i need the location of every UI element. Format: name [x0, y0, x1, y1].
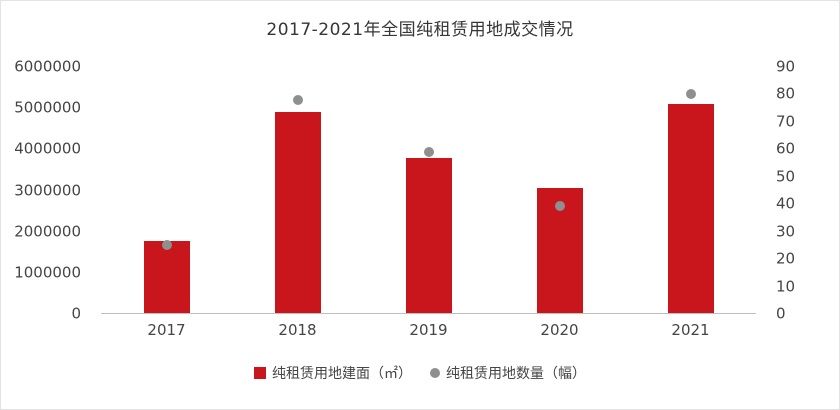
dot-2018 [292, 94, 303, 105]
dot-2017 [161, 239, 172, 250]
y-axis-right-tick: 90 [776, 57, 796, 76]
y-axis-right-tick: 80 [776, 84, 796, 103]
bar-2019 [405, 158, 452, 313]
y-axis-left-tick: 4000000 [14, 139, 81, 158]
legend-dot-label: 纯租赁用地数量（幅） [446, 366, 586, 382]
bar-2017 [143, 241, 190, 313]
dot-2021 [685, 89, 696, 100]
y-axis-right: 0 10 20 30 40 50 60 70 80 90 [766, 59, 836, 321]
x-axis-tick: 2017 [147, 321, 186, 339]
y-axis-left-tick: 0 [71, 304, 81, 323]
x-axis-tick: 2019 [409, 321, 448, 339]
y-axis-left: 0 1000000 2000000 3000000 4000000 5000000 6000… [1, 59, 89, 321]
y-axis-right-tick: 30 [776, 222, 796, 241]
y-axis-right-tick: 20 [776, 249, 796, 268]
legend-item-dot: 纯租赁用地数量（幅） [430, 363, 586, 383]
plot-area [101, 67, 756, 314]
y-axis-right-tick: 40 [776, 194, 796, 213]
y-axis-right-tick: 60 [776, 139, 796, 158]
legend-item-bar: 纯租赁用地建面（㎡） [254, 363, 412, 383]
y-axis-right-tick: 10 [776, 277, 796, 296]
x-axis-tick: 2018 [278, 321, 317, 339]
y-axis-left-tick: 6000000 [14, 57, 81, 76]
y-axis-left-tick: 5000000 [14, 98, 81, 117]
bar-series-swatch-icon [254, 367, 266, 379]
y-axis-left-tick: 3000000 [14, 181, 81, 199]
legend-bar-label: 纯租赁用地建面（㎡） [272, 366, 412, 382]
y-axis-right-tick: 0 [776, 304, 786, 323]
bar-2021 [667, 103, 714, 313]
x-axis-tick: 2021 [671, 321, 710, 339]
legend: 纯租赁用地建面（㎡） 纯租赁用地数量（幅） [1, 363, 839, 383]
bar-2018 [274, 112, 321, 313]
chart-title: 2017-2021年全国纯租赁用地成交情况 [266, 20, 574, 40]
y-axis-right-tick: 70 [776, 112, 796, 131]
dot-2019 [423, 146, 434, 157]
dot-series-swatch-icon [430, 368, 440, 378]
y-axis-left-tick: 2000000 [14, 222, 81, 241]
y-axis-right-tick: 50 [776, 167, 796, 186]
y-axis-left-tick: 1000000 [14, 263, 81, 282]
x-axis: 2017 2018 2019 2020 2021 [101, 321, 756, 343]
dot-2020 [554, 201, 565, 212]
x-axis-tick: 2020 [540, 321, 579, 339]
